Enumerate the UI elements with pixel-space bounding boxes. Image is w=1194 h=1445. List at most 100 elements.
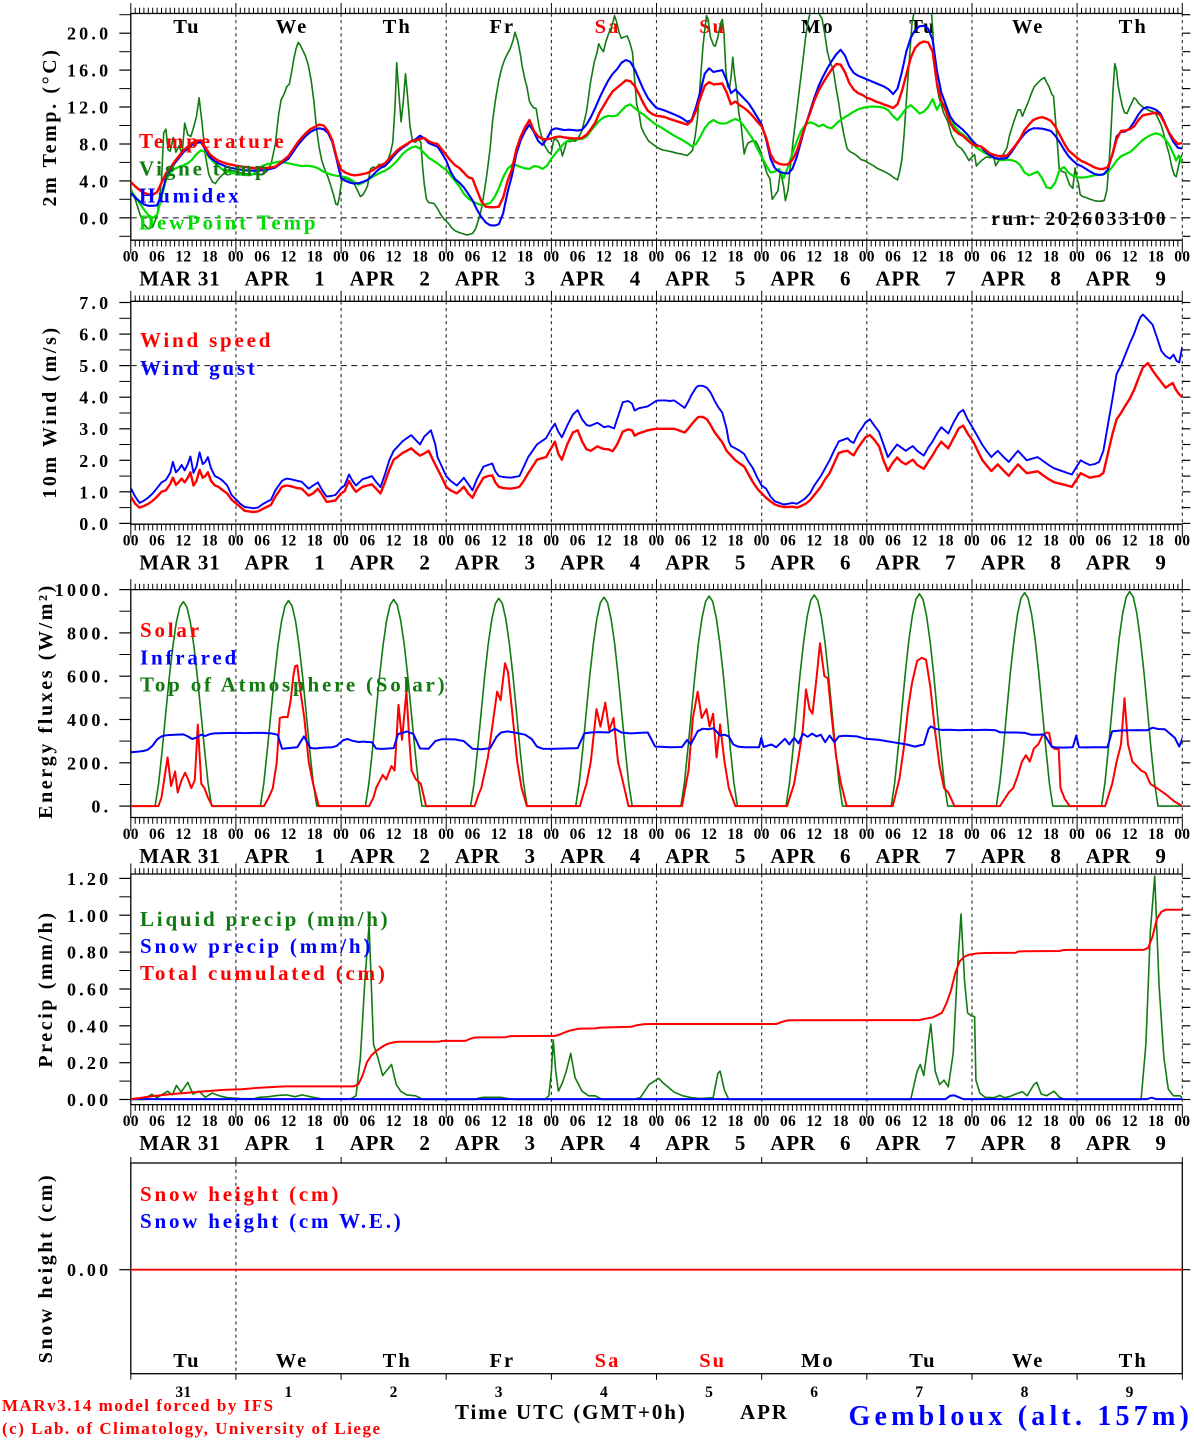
svg-text:APR 2: APR 2	[350, 267, 431, 291]
svg-text:Energy fluxes (W/m²): Energy fluxes (W/m²)	[35, 583, 57, 819]
svg-text:00: 00	[859, 533, 875, 550]
svg-text:06: 06	[149, 533, 165, 550]
svg-text:00: 00	[228, 1113, 244, 1130]
svg-text:APR 2: APR 2	[350, 1131, 431, 1155]
svg-text:12: 12	[175, 826, 191, 843]
svg-text:00: 00	[438, 826, 454, 843]
svg-text:00: 00	[754, 1113, 770, 1130]
svg-text:12: 12	[596, 533, 612, 550]
svg-text:200.: 200.	[67, 753, 111, 773]
svg-text:06: 06	[990, 1113, 1006, 1130]
svg-text:18: 18	[833, 1113, 849, 1130]
svg-text:06: 06	[885, 533, 901, 550]
svg-text:00: 00	[1069, 533, 1085, 550]
svg-text:12: 12	[596, 826, 612, 843]
svg-text:APR 1: APR 1	[244, 267, 325, 291]
svg-text:APR 5: APR 5	[665, 551, 746, 575]
svg-text:06: 06	[990, 826, 1006, 843]
svg-text:APR 3: APR 3	[455, 551, 536, 575]
svg-text:Total cumulated (cm): Total cumulated (cm)	[140, 961, 388, 985]
svg-text:18: 18	[833, 249, 849, 266]
svg-text:3.0: 3.0	[79, 419, 111, 439]
svg-text:0.40: 0.40	[67, 1016, 111, 1036]
svg-text:12: 12	[175, 249, 191, 266]
svg-text:Temperature: Temperature	[139, 129, 286, 153]
svg-text:00: 00	[648, 249, 664, 266]
svg-text:00: 00	[1069, 1113, 1085, 1130]
svg-text:06: 06	[675, 826, 691, 843]
svg-text:0.: 0.	[91, 797, 111, 817]
svg-text:18: 18	[1043, 249, 1059, 266]
svg-text:06: 06	[990, 533, 1006, 550]
svg-text:APR 7: APR 7	[875, 267, 956, 291]
svg-text:1.00: 1.00	[67, 906, 111, 926]
svg-text:06: 06	[464, 826, 480, 843]
svg-text:18: 18	[517, 533, 533, 550]
svg-text:18: 18	[1043, 1113, 1059, 1130]
svg-text:06: 06	[359, 249, 375, 266]
svg-text:2m Temp. (°C): 2m Temp. (°C)	[39, 47, 61, 206]
svg-text:4.0: 4.0	[79, 171, 111, 191]
svg-text:12: 12	[280, 1113, 296, 1130]
svg-text:6: 6	[810, 1384, 818, 1401]
svg-text:(c) Lab. of Climatology, Unive: (c) Lab. of Climatology, University of L…	[2, 1419, 382, 1438]
svg-text:12: 12	[175, 533, 191, 550]
svg-text:18: 18	[727, 1113, 743, 1130]
svg-text:00: 00	[964, 1113, 980, 1130]
svg-text:12: 12	[1122, 533, 1138, 550]
svg-text:3: 3	[495, 1384, 503, 1401]
svg-text:00: 00	[543, 826, 559, 843]
svg-text:18: 18	[202, 249, 218, 266]
svg-text:600.: 600.	[67, 667, 111, 687]
svg-text:12: 12	[280, 533, 296, 550]
svg-text:12: 12	[1017, 1113, 1033, 1130]
svg-text:DewPoint Temp: DewPoint Temp	[139, 211, 318, 235]
svg-text:00: 00	[648, 533, 664, 550]
svg-text:4: 4	[600, 1384, 608, 1401]
svg-text:18: 18	[307, 1113, 323, 1130]
svg-text:12: 12	[386, 533, 402, 550]
svg-text:06: 06	[570, 533, 586, 550]
svg-text:31: 31	[175, 1384, 191, 1401]
svg-text:18: 18	[517, 826, 533, 843]
svg-text:1.0: 1.0	[79, 482, 111, 502]
svg-text:12: 12	[1017, 249, 1033, 266]
svg-text:06: 06	[885, 826, 901, 843]
svg-text:00: 00	[1174, 826, 1190, 843]
svg-text:APR 6: APR 6	[770, 1131, 851, 1155]
svg-text:10m Wind (m/s): 10m Wind (m/s)	[39, 325, 61, 498]
svg-text:APR 8: APR 8	[981, 1131, 1062, 1155]
svg-text:APR 4: APR 4	[560, 844, 641, 868]
svg-text:06: 06	[780, 826, 796, 843]
svg-text:We: We	[1012, 1350, 1044, 1372]
svg-text:Gembloux (alt. 157m): Gembloux (alt. 157m)	[848, 1401, 1193, 1432]
svg-text:Sa: Sa	[595, 1350, 621, 1372]
svg-text:12: 12	[491, 249, 507, 266]
svg-text:18: 18	[1148, 826, 1164, 843]
svg-text:APR 7: APR 7	[875, 1131, 956, 1155]
svg-text:18: 18	[938, 533, 954, 550]
svg-text:MAR 31: MAR 31	[139, 1131, 220, 1155]
svg-text:00: 00	[543, 249, 559, 266]
svg-text:0.00: 0.00	[67, 1260, 111, 1280]
svg-text:APR 9: APR 9	[1086, 551, 1167, 575]
svg-text:12: 12	[806, 249, 822, 266]
svg-text:06: 06	[254, 533, 270, 550]
svg-text:Fr: Fr	[489, 16, 515, 38]
svg-text:00: 00	[1069, 249, 1085, 266]
svg-text:8.0: 8.0	[79, 135, 111, 155]
svg-text:18: 18	[412, 249, 428, 266]
svg-text:00: 00	[859, 1113, 875, 1130]
svg-text:APR 2: APR 2	[350, 844, 431, 868]
svg-text:06: 06	[1095, 533, 1111, 550]
svg-text:Tu: Tu	[173, 1350, 200, 1372]
svg-text:00: 00	[333, 826, 349, 843]
svg-text:Tu: Tu	[173, 16, 200, 38]
svg-text:06: 06	[359, 1113, 375, 1130]
svg-text:8: 8	[1021, 1384, 1029, 1401]
svg-text:06: 06	[254, 249, 270, 266]
svg-text:00: 00	[1174, 249, 1190, 266]
svg-text:APR 1: APR 1	[244, 844, 325, 868]
svg-text:800.: 800.	[67, 623, 111, 643]
svg-text:Wind gust: Wind gust	[140, 356, 258, 380]
